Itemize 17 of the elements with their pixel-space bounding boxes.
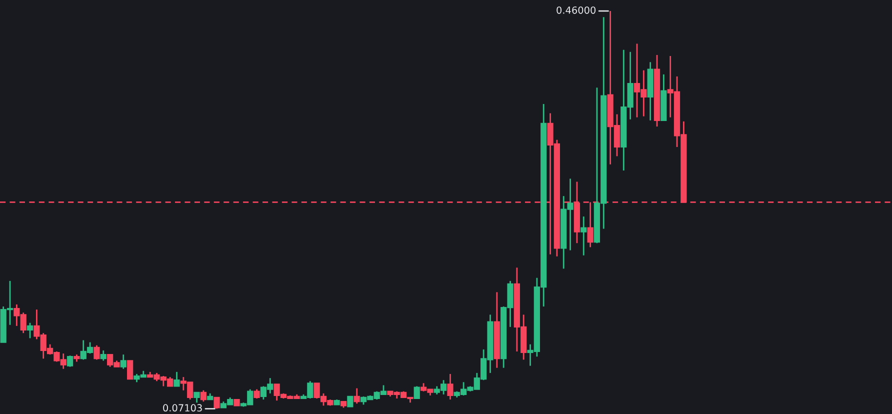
candlestick (447, 373, 454, 400)
annotation: 0.46000 (556, 6, 596, 14)
candlestick (120, 354, 126, 370)
candlestick (254, 388, 260, 400)
candlestick (94, 344, 100, 360)
candlestick (127, 360, 134, 380)
annotation: 0.07103 (163, 404, 202, 412)
candlestick (414, 386, 420, 400)
candlestick (194, 392, 200, 404)
candlestick (580, 216, 587, 256)
candlestick (100, 350, 106, 362)
candlestick (200, 390, 206, 402)
candlestick (26, 322, 34, 339)
candlestick (174, 371, 180, 387)
candlestick (66, 354, 74, 368)
candlestick (347, 396, 354, 408)
candlestick (354, 388, 360, 404)
